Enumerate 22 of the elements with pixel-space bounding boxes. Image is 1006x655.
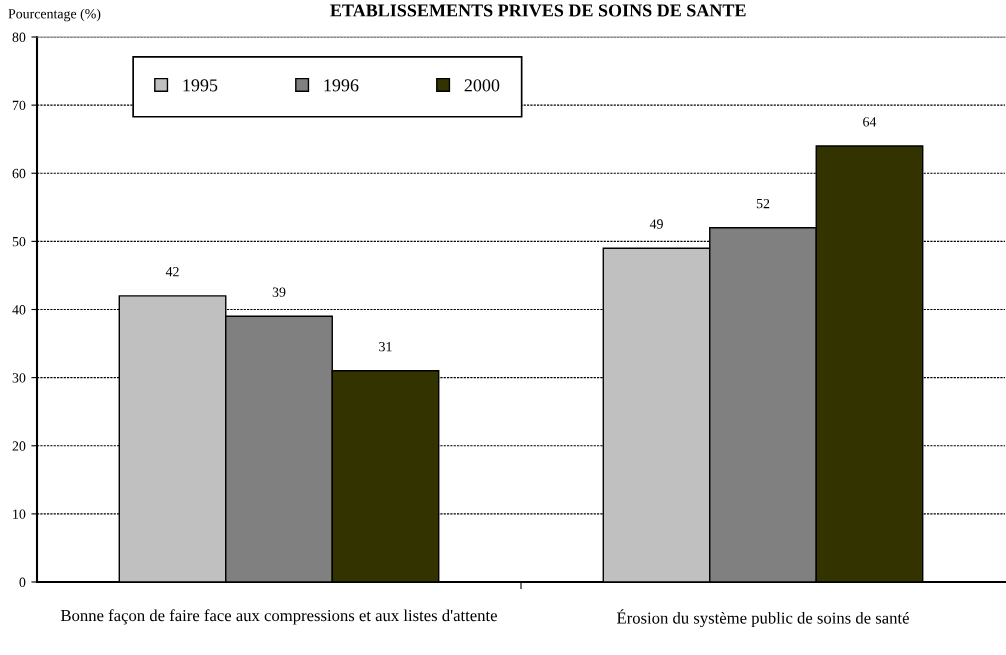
x-tick-label: Érosion du système public de soins de santé <box>616 609 909 628</box>
legend-label: 2000 <box>464 79 500 92</box>
y-tick-label: 20 <box>12 441 26 451</box>
y-tick-label: 60 <box>12 168 26 179</box>
data-label: 42 <box>165 267 179 277</box>
y-tick-label: 80 <box>12 32 26 42</box>
data-label: 31 <box>379 341 392 352</box>
chart-title: ETABLISSEMENTS PRIVES DE SOINS DE SANTE <box>330 4 746 17</box>
y-axis-title: Pourcentage (%) <box>8 8 101 22</box>
legend-label: 1996 <box>324 79 359 92</box>
y-tick-label: 40 <box>12 305 26 315</box>
legend-label: 1995 <box>183 79 218 92</box>
y-tick-label: 50 <box>12 236 26 247</box>
x-tick-label: Bonne façon de faire face aux compressions et aux listes d'attente <box>60 609 497 625</box>
y-tick-label: 30 <box>12 373 26 383</box>
data-label: 39 <box>272 287 286 297</box>
data-label: 49 <box>649 219 663 229</box>
y-tick-label: 10 <box>13 509 26 519</box>
data-label: 52 <box>756 198 770 209</box>
y-tick-label: 70 <box>12 100 26 111</box>
data-label: 64 <box>863 117 877 127</box>
y-tick-label: 0 <box>19 577 26 587</box>
